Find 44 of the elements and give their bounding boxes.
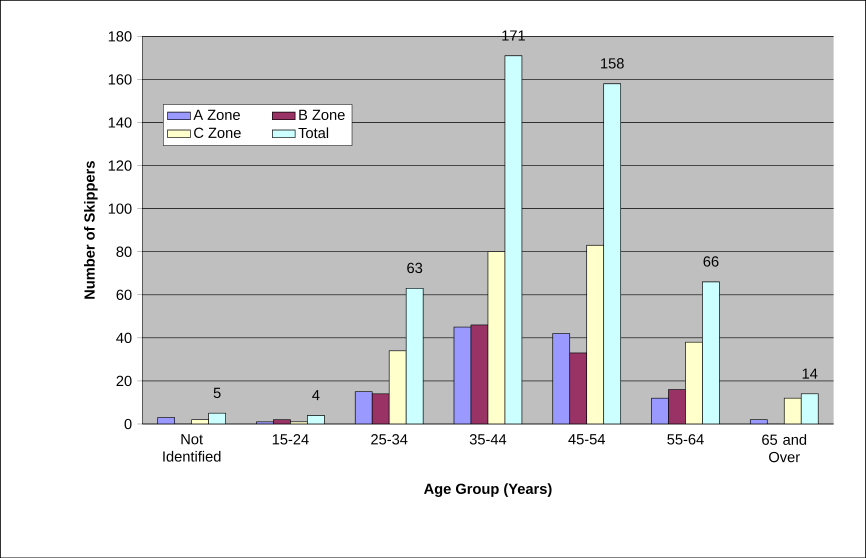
data-label: 14 (802, 368, 818, 379)
data-label: 4 (312, 390, 320, 400)
x-tick-label: 25-34 (371, 434, 408, 444)
bar (470, 324, 488, 424)
bar (504, 55, 522, 424)
data-label: 63 (407, 262, 422, 273)
y-tick-label: 80 (116, 246, 132, 257)
bar (454, 326, 472, 424)
y-tick-label: 0 (124, 418, 132, 430)
bar (552, 333, 570, 424)
bar (603, 83, 622, 424)
bar (307, 415, 324, 424)
y-tick-label: 20 (116, 376, 132, 386)
bar (406, 288, 424, 424)
legend-label: A Zone (193, 110, 240, 120)
x-tick-label: 45-54 (568, 434, 606, 444)
y-tick-label: 100 (108, 203, 132, 214)
x-tick-label: 35-44 (470, 434, 506, 444)
y-tick-label: 40 (116, 332, 132, 343)
legend-label: Total (298, 127, 328, 138)
x-tick-label: 65 and Over (762, 434, 806, 462)
y-tick-label: 140 (108, 117, 132, 128)
bar (800, 393, 819, 424)
bar (651, 398, 669, 424)
x-tick-label: 55-64 (667, 434, 704, 444)
bar (372, 393, 390, 424)
x-tick-label: Not Identified (163, 434, 220, 462)
x-axis-title: Age Group (Years) (424, 483, 552, 497)
y-tick-label: 160 (108, 74, 132, 84)
y-tick-label: 60 (116, 289, 132, 300)
bar (208, 413, 226, 424)
x-tick-label: 15-24 (272, 434, 309, 444)
bar (702, 281, 720, 424)
data-label: 158 (601, 58, 624, 68)
y-tick-label: 180 (108, 31, 132, 42)
data-label: 66 (704, 256, 718, 267)
bar (668, 389, 686, 424)
bar (354, 391, 373, 424)
legend-label: C Zone (194, 127, 241, 138)
bar (569, 352, 588, 424)
y-axis-title: Number of Skippers (84, 161, 98, 299)
y-tick-label: 120 (108, 160, 132, 171)
data-label: 5 (214, 388, 221, 398)
legend-label: B Zone (299, 110, 345, 120)
